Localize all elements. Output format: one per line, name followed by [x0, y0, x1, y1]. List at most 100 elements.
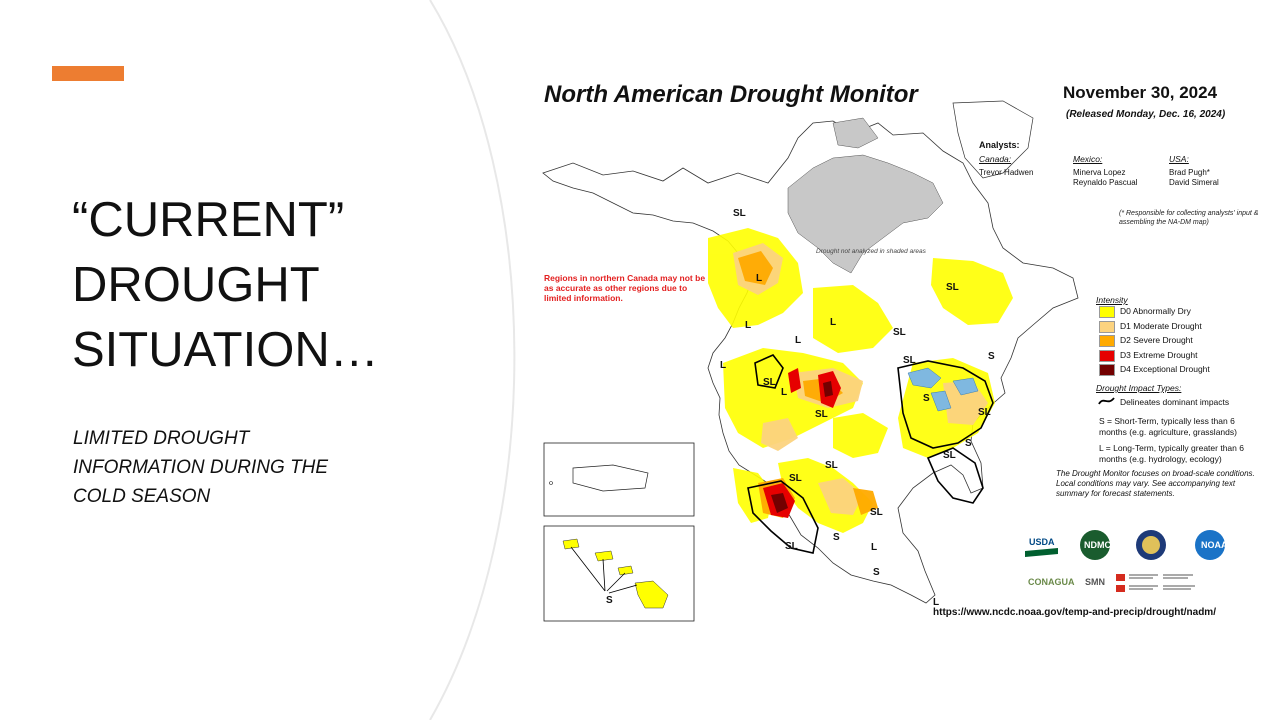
analyst-name: Trevor Hadwen [979, 168, 1034, 177]
accent-bar [52, 66, 124, 81]
hawaii-impact-label: S [606, 595, 613, 606]
responsible-note: (* Responsible for collecting analysts' … [1119, 210, 1259, 226]
legend-item: D3 Extreme Drought [1096, 349, 1261, 364]
legend-label: D3 Extreme Drought [1120, 349, 1198, 360]
logos-group: USDA NDMC NOAA CONAGUA SMN [1025, 530, 1228, 592]
map-region-label: SL [978, 407, 991, 418]
analyst-country: Canada: [979, 154, 1012, 164]
region-labels: SL L L L L SL SL SL S L SL SL L S SL SL … [720, 208, 995, 608]
not-analyzed-label: Drought not analyzed in shaded areas [816, 248, 927, 255]
puerto-rico-land [572, 464, 649, 492]
legend-heading: Intensity [1096, 295, 1128, 305]
map-region-label: S [923, 393, 930, 404]
map-region-label: L [745, 320, 751, 331]
ndmc-logo [1080, 530, 1110, 560]
smn-logo: SMN [1085, 577, 1105, 587]
map-region-label: S [833, 532, 840, 543]
title-line: “CURRENT” [72, 193, 345, 247]
analyst-name: David Simeral [1169, 178, 1219, 187]
impact-delineates: Delineates dominant impacts [1120, 397, 1230, 407]
analyst-column-usa: USA: Brad Pugh* David Simeral [1169, 154, 1219, 188]
map-region-label: S [873, 567, 880, 578]
legend-swatch [1099, 335, 1115, 347]
ndmc-logo-text: NDMC [1084, 540, 1111, 550]
map-region-label: SL [893, 327, 906, 338]
legend-label: D4 Exceptional Drought [1120, 364, 1210, 374]
map-date: November 30, 2024 [1063, 83, 1218, 102]
analyst-name: Reynaldo Pascual [1073, 178, 1138, 187]
analyst-country: Mexico: [1073, 154, 1103, 164]
legend-swatch [1099, 364, 1115, 376]
legend-label: D1 Moderate Drought [1120, 320, 1202, 331]
map-region-label: L [720, 360, 726, 371]
map-region-label: SL [785, 541, 798, 552]
legend-item: D0 Abnormally Dry [1096, 305, 1261, 320]
map-region-label: SL [870, 507, 883, 518]
legend-swatch [1099, 349, 1115, 362]
analyst-country: USA: [1169, 154, 1189, 164]
subtitle-line: INFORMATION DURING THE [73, 457, 329, 478]
legend-item: D4 Exceptional Drought [1096, 363, 1261, 378]
map-region-label: SL [946, 282, 959, 293]
canada-agency-text-block [1129, 574, 1195, 590]
map-region-label: SL [825, 460, 838, 471]
analysts-heading: Analysts: [979, 140, 1020, 150]
map-drawing: SL L L L L SL SL SL S L SL SL L S SL SL … [542, 100, 1228, 622]
not-analyzed-area [787, 154, 944, 274]
analyst-column-mexico: Mexico: Minerva Lopez Reynaldo Pascual [1073, 154, 1137, 188]
not-analyzed-area [832, 117, 879, 149]
analyst-name: Minerva Lopez [1073, 168, 1126, 177]
title-line: DROUGHT [72, 258, 320, 312]
usda-logo: USDA [1029, 537, 1055, 547]
greenland-land [952, 100, 1034, 179]
legend-label: D2 Severe Drought [1120, 335, 1193, 345]
map-region-label: SL [903, 355, 916, 366]
map-region-label: L [795, 335, 801, 346]
northern-canada-note: Regions in northern Canada may not be as… [544, 273, 706, 303]
slide-subtitle: LIMITED DROUGHT INFORMATION DURING THE C… [73, 424, 393, 511]
usda-logo-bars [1025, 548, 1058, 557]
puerto-rico-island [549, 481, 553, 485]
subtitle-line: LIMITED DROUGHT [73, 428, 250, 449]
map-region-label: SL [763, 377, 776, 388]
noaa-logo [1195, 530, 1225, 560]
focus-note: The Drought Monitor focuses on broad-sca… [1056, 469, 1255, 498]
analyst-column-canada: Canada: Trevor Hadwen [979, 154, 1033, 178]
analyst-name: Brad Pugh* [1169, 168, 1210, 177]
legend-swatch [1099, 306, 1115, 318]
commerce-logo-inner [1142, 536, 1160, 554]
impact-boundaries [747, 354, 994, 554]
analysts-block: Analysts: Canada: Trevor Hadwen Mexico: … [979, 140, 1259, 200]
d4-regions [771, 381, 833, 513]
hawaii-islands [562, 538, 669, 609]
impact-long-term: L = Long-Term, typically greater than 6 … [1099, 443, 1244, 464]
map-region-label: L [781, 387, 787, 398]
legend-item: D2 Severe Drought [1096, 334, 1261, 349]
map-region-label: SL [943, 450, 956, 461]
slide-title: “CURRENT” DROUGHT SITUATION… [72, 188, 472, 383]
legend-swatch [1099, 320, 1115, 333]
legend-label: D0 Abnormally Dry [1120, 306, 1191, 316]
impact-short-term: S = Short-Term, typically less than 6 mo… [1099, 416, 1237, 437]
map-region-label: SL [789, 473, 802, 484]
impact-heading: Drought Impact Types: [1096, 383, 1182, 393]
impact-legend: Drought Impact Types: Delineates dominan… [1096, 383, 1261, 464]
map-region-label: S [965, 438, 972, 449]
drought-monitor-map: SL L L L L SL SL SL S L SL SL L S SL S L … [533, 63, 1260, 628]
noaa-logo-text: NOAA [1201, 540, 1228, 550]
intensity-legend: Intensity D0 Abnormally Dry D1 Moderate … [1096, 295, 1261, 378]
impact-line-icon [1098, 397, 1115, 405]
title-line: SITUATION… [72, 323, 379, 377]
map-region-label: S [988, 351, 995, 362]
map-region-label: L [756, 273, 762, 284]
legend-item: D1 Moderate Drought [1096, 320, 1261, 335]
great-lakes [907, 367, 979, 412]
source-url: https://www.ncdc.noaa.gov/temp-and-preci… [933, 607, 1216, 618]
canada-flag-icon [1116, 574, 1125, 581]
map-release-date: (Released Monday, Dec. 16, 2024) [1066, 109, 1226, 120]
map-region-label: SL [733, 208, 746, 219]
conagua-logo: CONAGUA [1028, 577, 1075, 587]
map-region-label: L [871, 542, 877, 553]
canada-flag-icon [1116, 585, 1125, 592]
map-title: North American Drought Monitor [544, 81, 918, 108]
